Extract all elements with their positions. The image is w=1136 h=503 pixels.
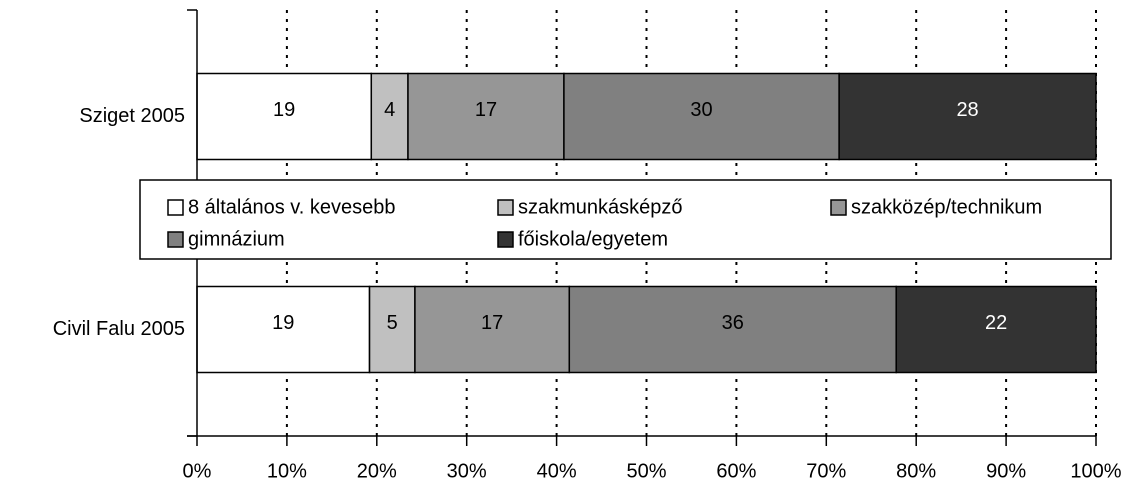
- data-label: 17: [481, 312, 503, 334]
- data-label: 28: [956, 99, 978, 121]
- data-label: 17: [475, 99, 497, 121]
- legend-swatch: [497, 231, 514, 248]
- legend-label: gimnázium: [188, 228, 285, 250]
- bar-segment: [196, 72, 373, 161]
- legend-swatch: [497, 199, 514, 216]
- x-tick-label: 90%: [986, 460, 1026, 482]
- legend-box: [139, 179, 1112, 260]
- legend-label: szakmunkásképző: [518, 196, 683, 218]
- bar-segment: [568, 285, 897, 374]
- x-tick-label: 40%: [537, 460, 577, 482]
- bar-segment: [368, 285, 416, 374]
- x-tick-label: 60%: [716, 460, 756, 482]
- legend-label: szakközép/technikum: [851, 196, 1042, 218]
- x-tick-label: 20%: [357, 460, 397, 482]
- x-tick-label: 80%: [896, 460, 936, 482]
- data-label: 36: [722, 312, 744, 334]
- bar-segment: [196, 285, 371, 374]
- x-tick-label: 30%: [447, 460, 487, 482]
- x-tick-label: 50%: [626, 460, 666, 482]
- data-label: 22: [985, 312, 1007, 334]
- bar-segment: [370, 72, 409, 161]
- legend-label: 8 általános v. kevesebb: [188, 196, 396, 218]
- data-label: 19: [273, 99, 295, 121]
- legend-label: főiskola/egyetem: [518, 228, 668, 250]
- legend-swatch: [830, 199, 847, 216]
- data-label: 30: [690, 99, 712, 121]
- x-tick-label: 70%: [806, 460, 846, 482]
- bar-segment: [563, 72, 840, 161]
- bar-segment: [838, 72, 1097, 161]
- data-label: 4: [384, 99, 395, 121]
- x-tick-label: 0%: [183, 460, 212, 482]
- legend: 8 általános v. kevesebb szakmunkásképző sz…: [139, 179, 1112, 260]
- legend-swatch: [167, 231, 184, 248]
- legend-swatch: [167, 199, 184, 216]
- bar-segment: [407, 72, 565, 161]
- bar-segment: [895, 285, 1097, 374]
- category-label: Civil Falu 2005: [53, 318, 185, 340]
- data-label: 19: [272, 312, 294, 334]
- x-tick-label: 10%: [267, 460, 307, 482]
- category-label: Sziget 2005: [79, 105, 185, 127]
- x-tick-label: 100%: [1070, 460, 1121, 482]
- data-label: 5: [387, 312, 398, 334]
